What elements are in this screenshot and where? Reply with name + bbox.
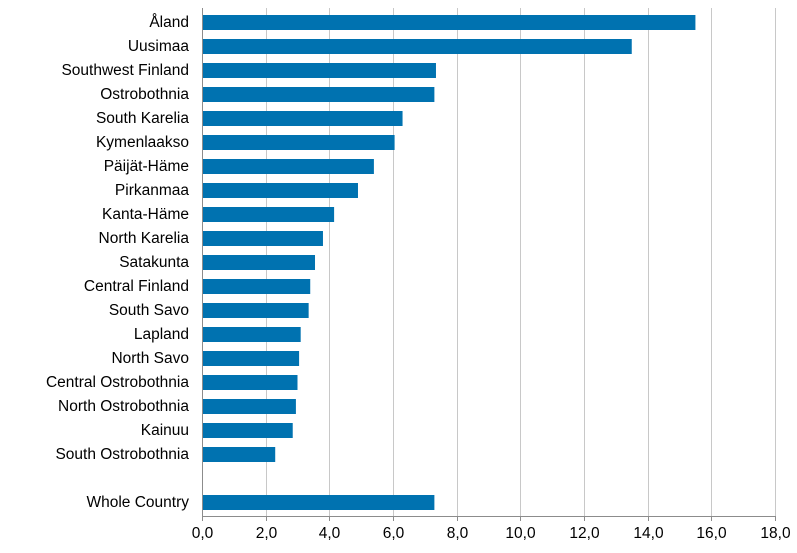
gridlines [266,8,776,516]
category-label-5: Kymenlaakso [96,134,189,151]
category-label-16: North Ostrobothnia [58,398,189,415]
category-label-1: Uusimaa [128,38,190,55]
category-label-10: Satakunta [119,254,189,271]
category-label-11: Central Finland [84,278,189,295]
category-label-20: Whole Country [86,494,189,511]
category-label-4: South Karelia [96,110,189,127]
x-tick-label-9: 18,0 [760,525,791,542]
x-tick-label-1: 2,0 [256,525,278,542]
bar-15 [203,375,298,390]
bar-7 [203,183,358,198]
bar-13 [203,327,301,342]
category-label-6: Päijät-Häme [104,158,189,175]
bar-11 [203,279,311,294]
bar-6 [203,159,374,174]
category-label-0: Åland [149,14,189,31]
bar-5 [203,135,395,150]
category-label-15: Central Ostrobothnia [46,374,189,391]
category-label-3: Ostrobothnia [100,86,189,103]
bar-18 [203,447,276,462]
bar-12 [203,303,309,318]
bars [203,15,696,510]
category-label-12: South Savo [109,302,189,319]
bar-0 [203,15,696,30]
category-label-13: Lapland [134,326,189,343]
category-label-14: North Savo [111,350,189,367]
x-tick-label-3: 6,0 [383,525,405,542]
bar-1 [203,39,632,54]
bar-4 [203,111,403,126]
category-labels: Åland Uusimaa Southwest Finland Ostrobothni… [46,14,189,511]
category-label-17: Kainuu [141,422,189,439]
bar-3 [203,87,435,102]
x-tick-label-4: 8,0 [447,525,469,542]
category-label-8: Kanta-Häme [102,206,189,223]
x-tick-label-8: 16,0 [696,525,727,542]
bar-14 [203,351,300,366]
category-label-18: South Ostrobothnia [55,446,189,463]
bar-20 [203,495,435,510]
bar-9 [203,231,323,246]
x-tick-label-5: 10,0 [505,525,536,542]
x-tick-label-0: 0,0 [192,525,214,542]
category-label-2: Southwest Finland [61,62,189,79]
bar-10 [203,255,316,270]
x-axis: 0,0 2,0 4,0 6,0 8,0 10,0 12,0 14,0 16,0 18,0 [192,8,791,542]
bar-17 [203,423,293,438]
bar-2 [203,63,436,78]
category-label-7: Pirkanmaa [115,182,189,199]
category-label-9: North Karelia [99,230,190,247]
x-tick-label-2: 4,0 [319,525,341,542]
x-tick-label-6: 12,0 [569,525,600,542]
bar-8 [203,207,335,222]
x-tick-label-7: 14,0 [633,525,664,542]
bar-16 [203,399,296,414]
